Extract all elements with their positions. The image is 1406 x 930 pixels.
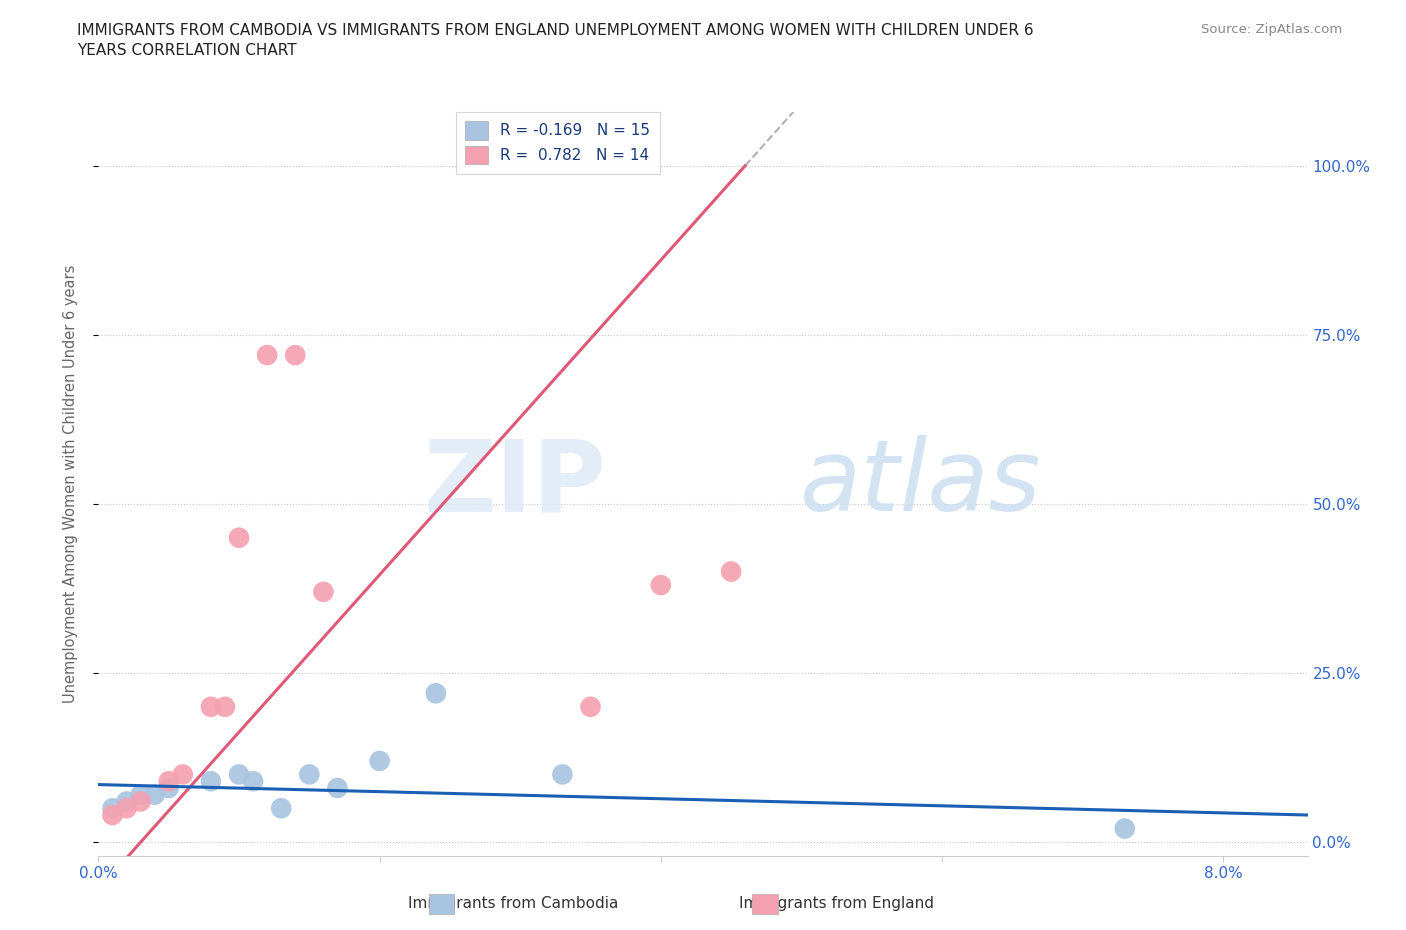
Point	[157, 774, 180, 789]
Text: Source: ZipAtlas.com: Source: ZipAtlas.com	[1202, 23, 1343, 36]
Point	[1114, 821, 1136, 836]
Point	[326, 780, 349, 795]
Y-axis label: Unemployment Among Women with Children Under 6 years: Unemployment Among Women with Children U…	[63, 264, 77, 703]
Point	[172, 767, 194, 782]
Text: atlas: atlas	[800, 435, 1042, 532]
Point	[101, 801, 124, 816]
Point	[256, 348, 278, 363]
Point	[312, 584, 335, 599]
Point	[115, 794, 138, 809]
Point	[650, 578, 672, 592]
Point	[228, 530, 250, 545]
Point	[129, 794, 152, 809]
Point	[143, 788, 166, 803]
Point	[368, 753, 391, 768]
Point	[551, 767, 574, 782]
Point	[242, 774, 264, 789]
Point	[200, 774, 222, 789]
Point	[157, 780, 180, 795]
Point	[425, 685, 447, 700]
Text: IMMIGRANTS FROM CAMBODIA VS IMMIGRANTS FROM ENGLAND UNEMPLOYMENT AMONG WOMEN WIT: IMMIGRANTS FROM CAMBODIA VS IMMIGRANTS F…	[77, 23, 1033, 58]
Point	[228, 767, 250, 782]
Point	[200, 699, 222, 714]
Text: ZIP: ZIP	[423, 435, 606, 532]
Text: Immigrants from England: Immigrants from England	[740, 897, 934, 911]
Point	[579, 699, 602, 714]
Point	[298, 767, 321, 782]
Point	[129, 788, 152, 803]
Point	[284, 348, 307, 363]
Point	[720, 565, 742, 579]
Point	[101, 807, 124, 822]
Legend: R = -0.169   N = 15, R =  0.782   N = 14: R = -0.169 N = 15, R = 0.782 N = 14	[456, 112, 659, 174]
Point	[214, 699, 236, 714]
Point	[115, 801, 138, 816]
Text: Immigrants from Cambodia: Immigrants from Cambodia	[408, 897, 619, 911]
Point	[270, 801, 292, 816]
